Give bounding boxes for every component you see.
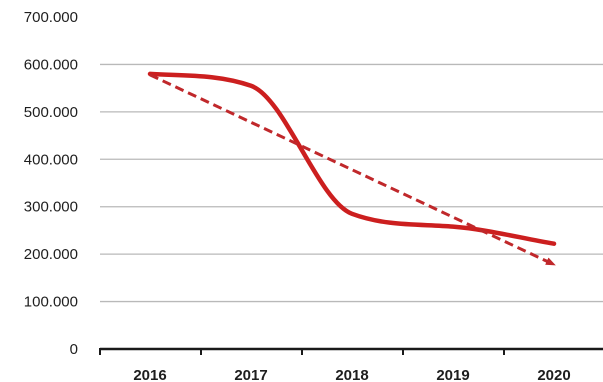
- y-tick-label: 600.000: [24, 56, 78, 73]
- x-tick-label: 2018: [335, 367, 368, 382]
- series-line-trend: [149, 73, 556, 266]
- y-tick-label: 0: [70, 341, 78, 358]
- y-tick-label: 400.000: [24, 151, 78, 168]
- y-tick-label: 700.000: [24, 9, 78, 26]
- y-tick-label: 300.000: [24, 199, 78, 216]
- x-axis: [99, 347, 603, 355]
- series-line-actual: [147, 71, 557, 246]
- y-tick-label: 500.000: [24, 104, 78, 121]
- x-tick-label: 2019: [436, 367, 469, 382]
- x-tick-label: 2016: [133, 367, 166, 382]
- x-tick-label: 2017: [234, 367, 267, 382]
- series-lines: [147, 71, 557, 266]
- y-tick-label: 200.000: [24, 246, 78, 263]
- y-axis-tick-labels: 0 100.000 200.000 300.000 400.000 500.000 600.…: [24, 9, 78, 358]
- x-tick-label: 2020: [537, 367, 570, 382]
- x-axis-tick-labels: 2016 2017 2018 2019 2020: [133, 367, 570, 382]
- gridlines: [100, 63, 603, 303]
- y-tick-label: 100.000: [24, 294, 78, 311]
